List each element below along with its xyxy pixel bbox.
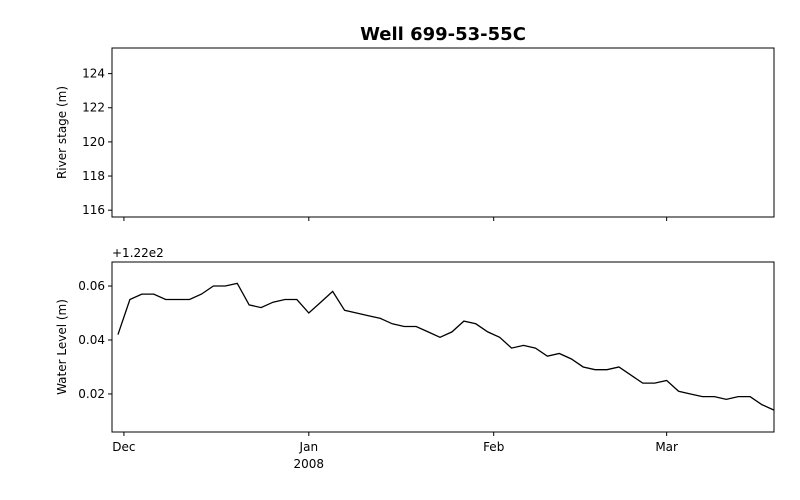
y-tick-label: 124: [82, 67, 105, 81]
x-tick-sublabel: 2008: [294, 457, 325, 471]
axes-frame: [111, 261, 775, 433]
axes-frame: [111, 47, 775, 218]
y-tick-label: 118: [82, 169, 105, 183]
data-line: [117, 282, 775, 411]
y-tick-label: 122: [82, 101, 105, 115]
y-tick-label: 120: [82, 135, 105, 149]
x-tick-label: Mar: [655, 440, 678, 454]
x-tick-label: Dec: [112, 440, 135, 454]
y-tick-label: 0.04: [78, 333, 105, 347]
offset-label: +1.22e2: [112, 246, 164, 260]
y-tick-label: 116: [82, 203, 105, 217]
y-tick-label: 0.06: [78, 279, 105, 293]
y-axis-label: River stage (m): [55, 86, 69, 179]
chart-title: Well 699-53-55C: [360, 24, 526, 45]
y-axis-label: Water Level (m): [55, 299, 69, 395]
y-tick-label: 0.02: [78, 387, 105, 401]
x-tick-label: Feb: [483, 440, 504, 454]
x-tick-label: Jan: [299, 440, 319, 454]
